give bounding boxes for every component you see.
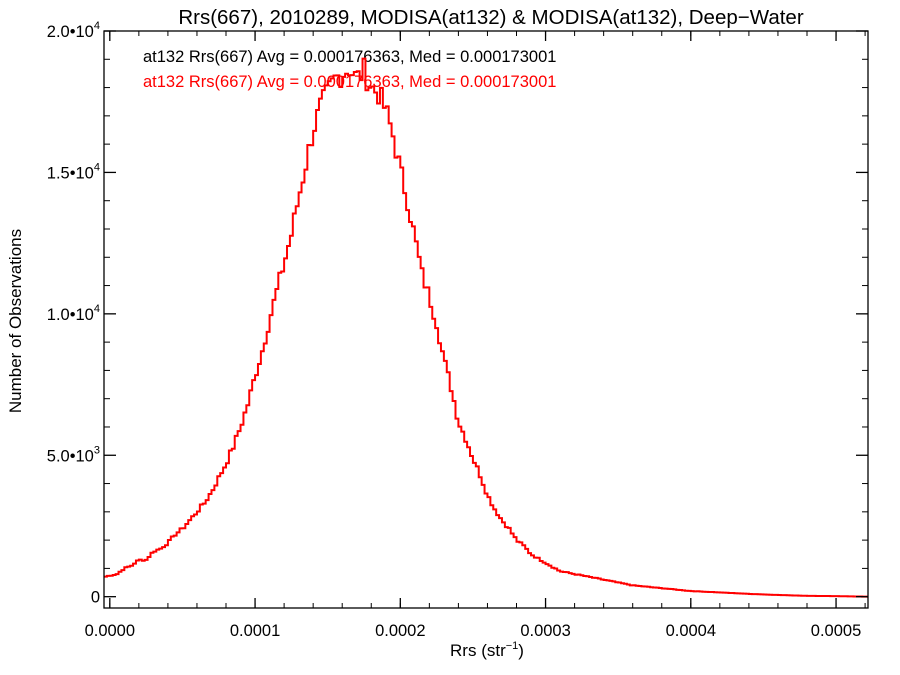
y-tick-label: 5.0•103 xyxy=(47,444,100,465)
y-tick-label: 0 xyxy=(91,589,100,607)
y-tick-label: 1.0•104 xyxy=(47,303,100,324)
y-axis-label: Number of Observations xyxy=(6,229,25,413)
x-axis-label: Rrs (str−1) xyxy=(450,640,524,660)
y-tick-label: 1.5•104 xyxy=(47,161,100,182)
legend-annotations: at132 Rrs(667) Avg = 0.000176363, Med = … xyxy=(143,48,556,91)
annotation-line-1: at132 Rrs(667) Avg = 0.000176363, Med = … xyxy=(143,48,556,66)
x-tick-label: 0.0003 xyxy=(520,622,570,640)
x-tick-label: 0.0005 xyxy=(811,622,861,640)
x-tick-label: 0.0004 xyxy=(666,622,716,640)
plot-frame xyxy=(103,30,869,609)
y-tick-label: 2.0•104 xyxy=(47,20,100,41)
chart-title: Rrs(667), 2010289, MODISA(at132) & MODIS… xyxy=(178,6,803,29)
series-line-at132 xyxy=(104,57,868,598)
x-axis: 0.0000 0.0001 0.0002 0.0003 0.0004 0.0005 xyxy=(85,31,866,640)
x-tick-label: 0.0001 xyxy=(230,622,280,640)
y-axis: 0 5.0•103 1.0•104 1.5•104 2.0•104 xyxy=(47,20,868,607)
annotation-line-2: at132 Rrs(667) Avg = 0.000176363, Med = … xyxy=(143,73,556,91)
x-tick-label: 0.0002 xyxy=(375,622,425,640)
x-tick-label: 0.0000 xyxy=(85,622,135,640)
